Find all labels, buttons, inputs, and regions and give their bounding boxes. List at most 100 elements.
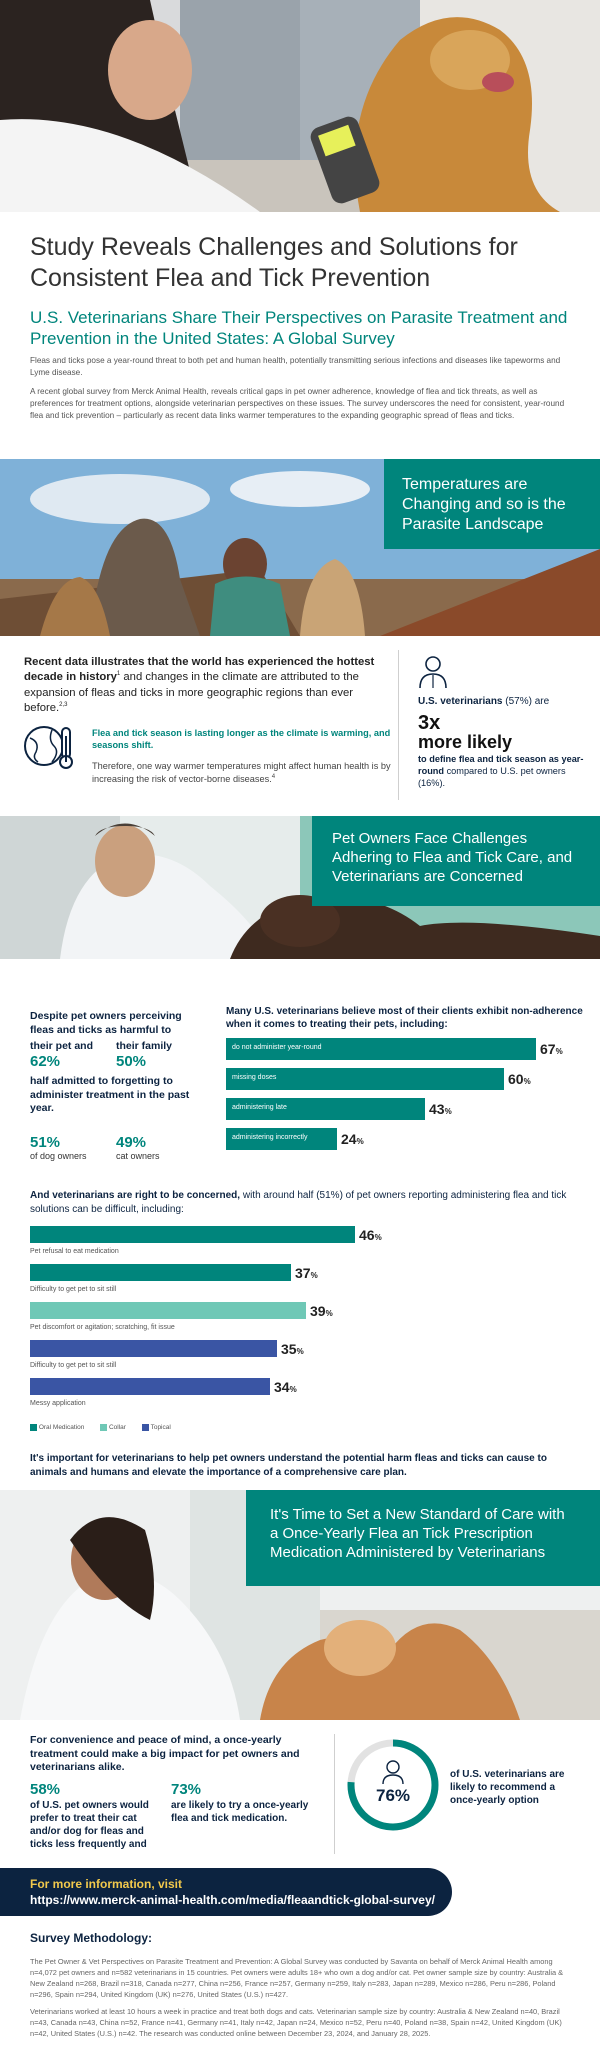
- methodology-p2: Veterinarians worked at least 10 hours a…: [30, 2007, 562, 2039]
- methodology-title: Survey Methodology:: [30, 1931, 153, 1945]
- family-label: their family: [116, 1040, 173, 1052]
- difficulty-category-label: Messy application: [30, 1400, 86, 1407]
- dog-owners-pct: 51%: [30, 1134, 61, 1151]
- difficulty-value: 35%: [281, 1341, 304, 1357]
- outdoor-dogs-photo: [0, 459, 600, 636]
- difficulty-value: 46%: [359, 1227, 382, 1243]
- footnote-1: 1: [116, 671, 121, 678]
- difficulty-value: 39%: [310, 1303, 333, 1319]
- nonadherence-bar: do not administer year-round: [226, 1038, 536, 1060]
- ring-progress-arc: [347, 1739, 439, 1831]
- temperature-banner: Temperatures are Changing and so is the …: [384, 459, 600, 549]
- perceive-heading: Despite pet owners perceiving fleas and …: [30, 1010, 182, 1036]
- stat2-text: are likely to try a once-yearly flea and…: [171, 1800, 309, 1824]
- climate-lead-rest: and changes in the climate are attribute…: [24, 671, 359, 714]
- hottest-decade: hottest decade in history: [24, 656, 375, 684]
- page-title: Study Reveals Challenges and Solutions f…: [30, 233, 518, 292]
- more-info-url[interactable]: https://www.merck-animal-health.com/medi…: [30, 1893, 435, 1908]
- nonadherence-bar-label: administering incorrectly: [232, 1134, 308, 1141]
- nonadherence-bar-label: missing doses: [232, 1074, 277, 1081]
- convenience-text: For convenience and peace of mind, a onc…: [30, 1734, 300, 1774]
- climate-lead: Recent data illustrates that the world h…: [24, 655, 386, 716]
- ring-pct: 76%: [375, 1786, 411, 1805]
- challenges-banner: Pet Owners Face Challenges Adhering to F…: [312, 816, 600, 906]
- recommend-ring: 76%: [344, 1736, 442, 1834]
- difficulty-category-label: Difficulty to get pet to sit still: [30, 1362, 117, 1369]
- nonadherence-heading: Many U.S. veterinarians believe most of …: [226, 1006, 583, 1030]
- section3-divider: [334, 1734, 335, 1854]
- ring-text: of U.S. veterinarians are likely to reco…: [450, 1769, 565, 1806]
- their-pet-pct: 62%: [30, 1053, 61, 1070]
- risk-text: Therefore, one way warmer temperatures m…: [92, 760, 392, 786]
- nonadherence-bar: administering incorrectly: [226, 1128, 337, 1150]
- nonadherence-value: 67%: [540, 1041, 563, 1057]
- difficulty-category-label: Pet discomfort or agitation; scratching,…: [30, 1324, 175, 1331]
- legend-oral-label: Oral Medication: [38, 1424, 85, 1431]
- risk-text-body: Therefore, one way warmer temperatures m…: [92, 761, 391, 784]
- page-subtitle: U.S. Veterinarians Share Their Perspecti…: [30, 308, 568, 349]
- vet-stat-pct: (57%) are: [505, 696, 550, 707]
- stat2-pct: 73%: [171, 1781, 202, 1798]
- hero-photo: [0, 0, 600, 212]
- vet-stat-compare: compared to U.S. pet owners (16%).: [418, 765, 566, 788]
- nonadherence-bar-label: do not administer year-round: [232, 1044, 322, 1051]
- legend-collar-swatch: [100, 1424, 108, 1431]
- difficulty-bar: [30, 1302, 306, 1319]
- footnote-2: 2,3: [59, 701, 68, 708]
- footnote-4: 4: [271, 773, 276, 780]
- cat-owners-label: cat owners: [116, 1151, 160, 1161]
- difficulty-chart: 46% Pet refusal to eat medication 37% Diffi…: [30, 1226, 530, 1416]
- legend-topical-swatch: [141, 1424, 149, 1431]
- cat-owners-pct: 49%: [116, 1134, 147, 1151]
- vet-stat-multiplier: 3x: [418, 712, 441, 734]
- difficulty-bar: [30, 1264, 291, 1281]
- difficulty-heading-rest: with around half (51%) of pet owners rep…: [30, 1190, 567, 1215]
- legend-topical-label: Topical: [150, 1424, 171, 1431]
- season-text: Flea and tick season is lasting longer a…: [92, 728, 391, 751]
- difficulty-bar: [30, 1378, 270, 1395]
- intro-paragraph-2: A recent global survey from Merck Animal…: [30, 387, 565, 420]
- forget-text: half admitted to forgetting to administe…: [30, 1075, 190, 1115]
- nonadherence-chart: do not administer year-round 67% missing d…: [226, 1038, 586, 1168]
- important-text: It's important for veterinarians to help…: [30, 1453, 547, 1478]
- difficulty-bar: [30, 1226, 355, 1243]
- difficulty-heading: And veterinarians are right to be concer…: [30, 1189, 575, 1216]
- nonadherence-value: 60%: [508, 1071, 531, 1087]
- more-info-banner: For more information, visit https://www.…: [0, 1868, 452, 1916]
- ring-vet-icon: [382, 1760, 404, 1785]
- vet-stat-label: U.S. veterinarians: [418, 696, 503, 707]
- nonadherence-value: 24%: [341, 1131, 364, 1147]
- intro-paragraph-1: Fleas and ticks pose a year-round threat…: [30, 356, 561, 377]
- nonadherence-value: 43%: [429, 1101, 452, 1117]
- vet-stat-define: to define flea and tick season as year-r…: [418, 754, 588, 790]
- stat1-pct: 58%: [30, 1781, 61, 1798]
- difficulty-category-label: Pet refusal to eat medication: [30, 1248, 119, 1255]
- difficulty-bar: [30, 1340, 277, 1357]
- difficulty-value: 37%: [295, 1265, 318, 1281]
- nonadherence-bar: missing doses: [226, 1068, 504, 1090]
- once-yearly-photo: [0, 1490, 600, 1720]
- nonadherence-bar: administering late: [226, 1098, 425, 1120]
- more-info-label: For more information, visit: [30, 1877, 183, 1891]
- vet-stat-define-bold: to define flea and tick season as year-r…: [418, 754, 584, 776]
- family-pct: 50%: [116, 1053, 147, 1070]
- chart-legend: Oral Medication Collar Topical: [30, 1424, 330, 1438]
- climate-lead-bold: Recent data illustrates that the world h…: [24, 656, 337, 668]
- difficulty-value: 34%: [274, 1379, 297, 1395]
- vet-stat-more-likely: more likely: [418, 732, 513, 752]
- nonadherence-bar-label: administering late: [232, 1104, 287, 1111]
- legend-collar-label: Collar: [108, 1424, 126, 1431]
- stat1-text: of U.S. pet owners would prefer to treat…: [30, 1800, 149, 1850]
- dog-owners-label: of dog owners: [30, 1151, 87, 1161]
- vet-stat-line1: U.S. veterinarians (57%) are: [418, 696, 549, 707]
- methodology-p1: The Pet Owner & Vet Perspectives on Para…: [30, 1957, 564, 2000]
- thermometer-globe-icon: [22, 722, 78, 779]
- section-divider: [398, 650, 399, 800]
- difficulty-heading-bold: And veterinarians are right to be concer…: [30, 1190, 241, 1201]
- new-standard-banner: It's Time to Set a New Standard of Care …: [246, 1490, 600, 1586]
- difficulty-category-label: Difficulty to get pet to sit still: [30, 1286, 117, 1293]
- their-pet-label: their pet and: [30, 1040, 94, 1052]
- veterinarian-icon: [418, 655, 448, 694]
- legend-oral-swatch: [30, 1424, 37, 1431]
